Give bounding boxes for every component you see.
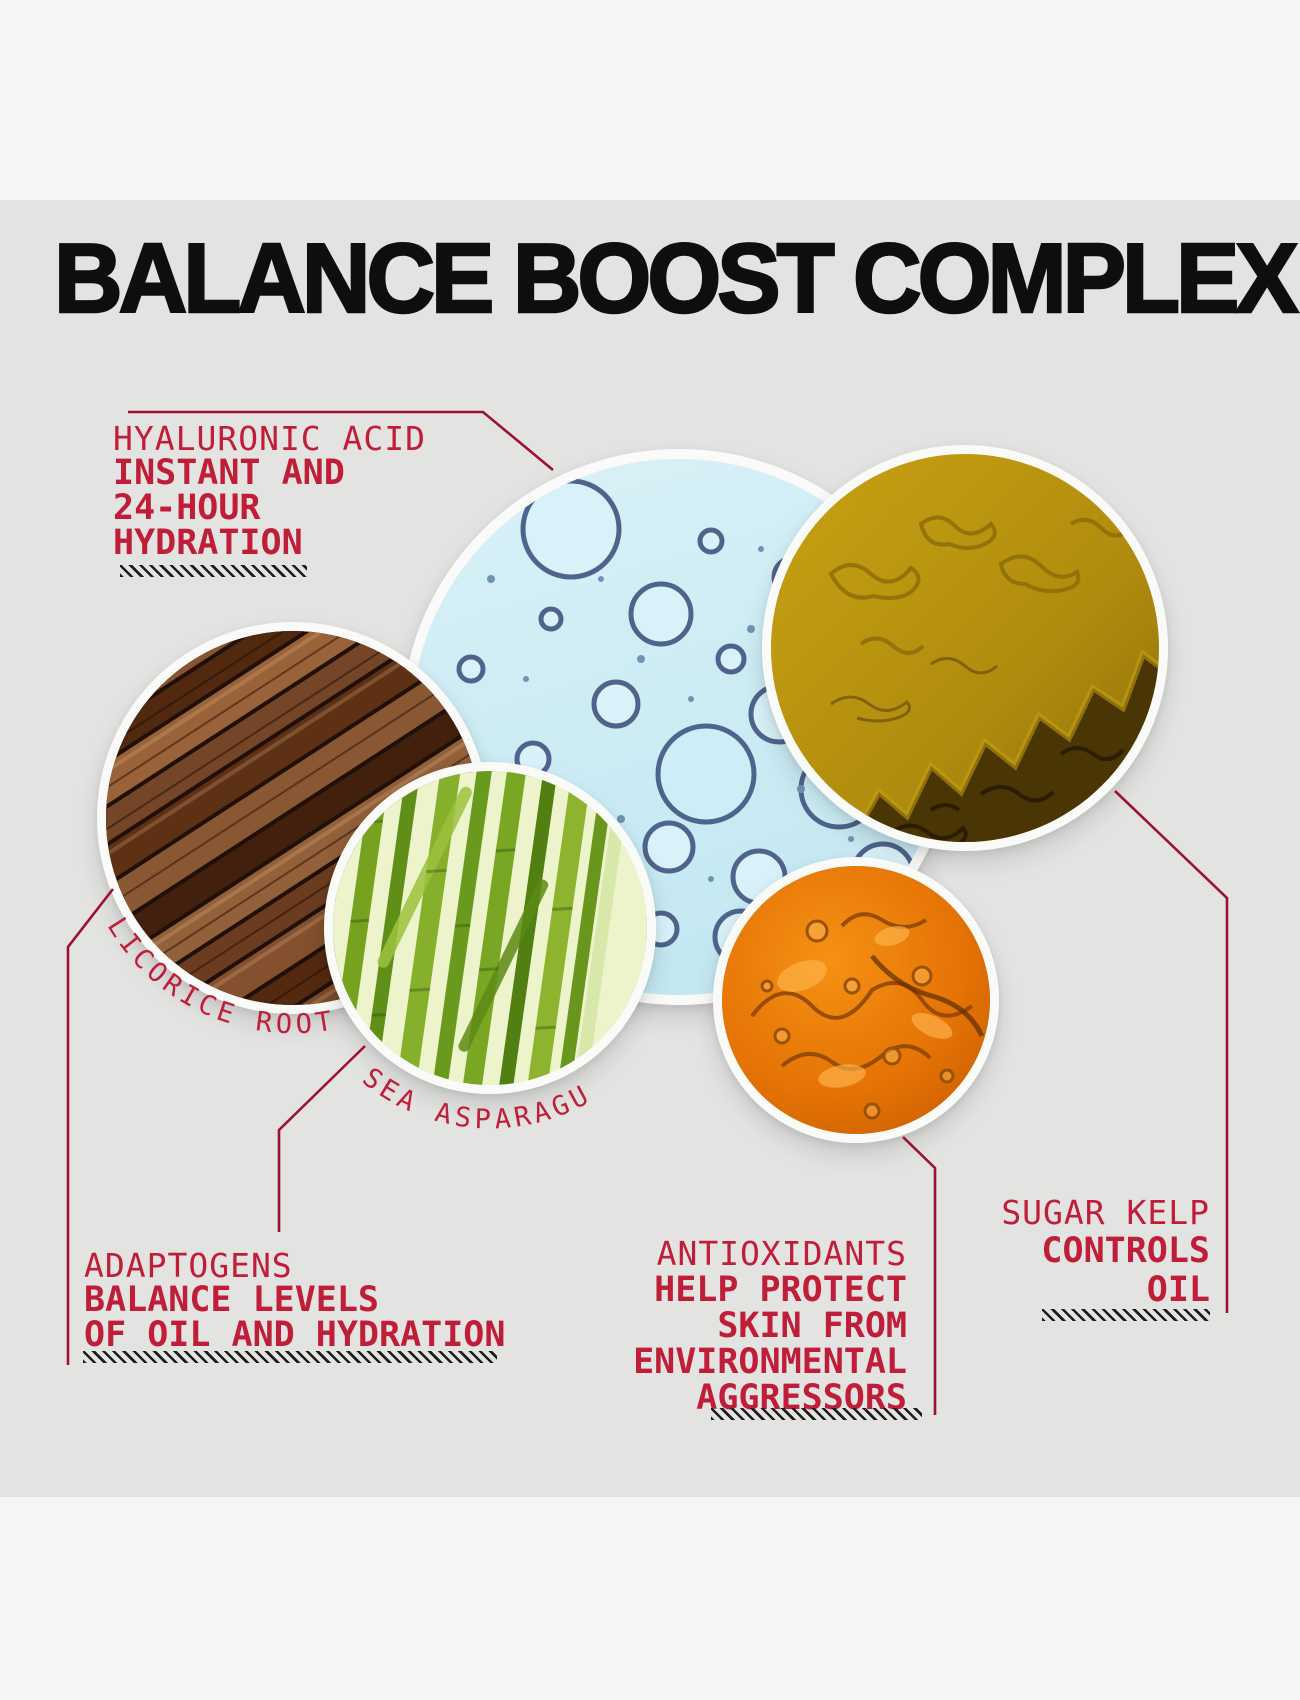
- antioxidants-gel-photo: [713, 857, 999, 1143]
- sea-asparagus-texture: [333, 771, 647, 1085]
- callout-adaptogens: ADAPTOGENS BALANCE LEVELS OF OIL AND HYD…: [84, 1248, 505, 1353]
- adaptogens-zigzag-underline: [83, 1351, 497, 1363]
- sea-asparagus-photo: [324, 762, 656, 1094]
- adaptogens-benefit-line: OF OIL AND HYDRATION: [84, 1315, 506, 1355]
- kelp-texture: [771, 454, 1159, 842]
- antioxidants-benefit-line: SKIN FROM: [717, 1306, 907, 1346]
- antioxidants-benefit-line: HELP PROTECT: [654, 1270, 907, 1310]
- antioxidants-name: ANTIOXIDANTS: [656, 1234, 907, 1273]
- callout-antioxidants: ANTIOXIDANTS HELP PROTECT SKIN FROM ENVI…: [633, 1234, 907, 1417]
- sugar-kelp-benefit-line: CONTROLS: [1041, 1231, 1210, 1271]
- hyaluronic-zigzag-underline: [120, 565, 307, 577]
- callout-sugar-kelp: SUGAR KELP CONTROLS OIL: [1001, 1193, 1210, 1310]
- antioxidants-benefit-line: ENVIRONMENTAL: [633, 1342, 907, 1382]
- callout-hyaluronic-acid: HYALURONIC ACID INSTANT AND 24-HOUR HYDR…: [113, 421, 426, 561]
- adaptogens-name: ADAPTOGENS: [84, 1246, 293, 1285]
- orange-gel-texture: [722, 866, 990, 1134]
- antioxidants-zigzag-underline: [711, 1408, 922, 1420]
- hyaluronic-acid-name: HYALURONIC ACID: [113, 419, 427, 458]
- sugar-kelp-name: SUGAR KELP: [1001, 1193, 1210, 1232]
- adaptogens-benefit-line: BALANCE LEVELS: [84, 1280, 380, 1320]
- page-title: BALANCE BOOST COMPLEX: [53, 223, 1300, 334]
- hyaluronic-acid-benefit-line: HYDRATION: [113, 523, 303, 563]
- hyaluronic-acid-benefit-line: INSTANT AND: [113, 453, 345, 493]
- sugar-kelp-benefit-line: OIL: [1146, 1270, 1210, 1310]
- hyaluronic-acid-benefit-line: 24-HOUR: [113, 488, 261, 528]
- sugar-kelp-zigzag-underline: [1042, 1309, 1210, 1321]
- sugar-kelp-photo: [762, 445, 1168, 851]
